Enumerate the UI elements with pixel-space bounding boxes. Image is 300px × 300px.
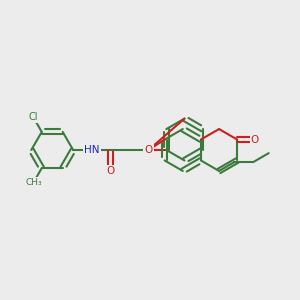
Text: Cl: Cl [28, 112, 38, 122]
Text: HN: HN [84, 145, 100, 155]
Text: O: O [251, 134, 259, 145]
Text: O: O [107, 166, 115, 176]
Text: O: O [144, 145, 153, 155]
Text: CH₃: CH₃ [25, 178, 42, 187]
